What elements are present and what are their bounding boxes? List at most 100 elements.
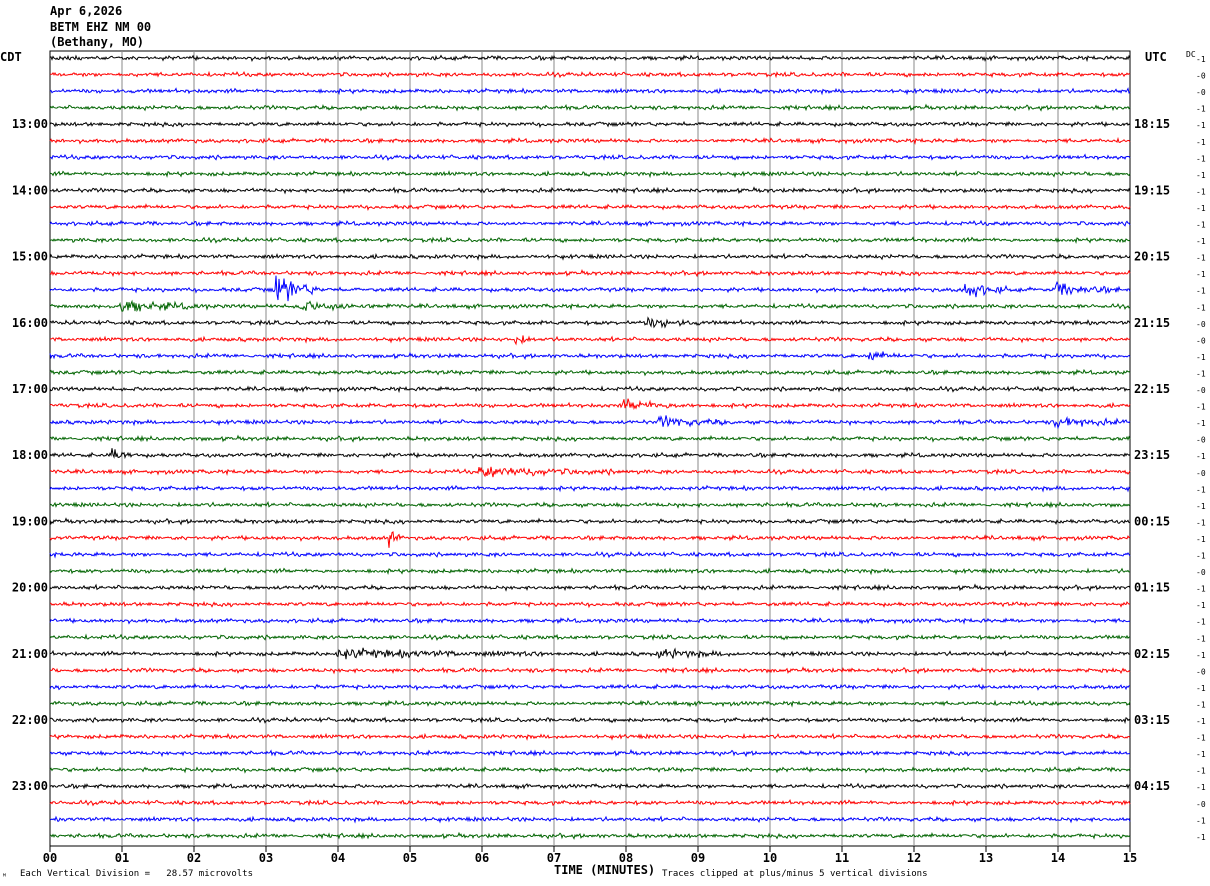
utc-hour-label: 19:15 — [1134, 183, 1170, 197]
dc-offset-label: -1 — [1196, 55, 1206, 64]
seismic-trace — [49, 350, 1131, 361]
dc-offset-label: -1 — [1196, 585, 1206, 594]
seismic-trace — [49, 170, 1131, 179]
dc-offset-label: -0 — [1196, 800, 1206, 809]
seismic-trace — [49, 203, 1131, 212]
x-tick-label: 05 — [403, 851, 417, 865]
seismic-trace — [49, 531, 1131, 548]
seismic-trace — [49, 54, 1131, 63]
seismic-trace — [49, 748, 1130, 758]
dc-offset-label: -1 — [1196, 154, 1206, 163]
dc-offset-label: -1 — [1196, 419, 1206, 428]
x-tick-label: 14 — [1051, 851, 1065, 865]
utc-hour-label: 20:15 — [1134, 250, 1170, 264]
x-tick-label: 08 — [619, 851, 633, 865]
clip-note: Traces clipped at plus/minus 5 vertical … — [662, 869, 928, 879]
seismic-trace — [49, 782, 1131, 791]
dc-offset-label: -1 — [1196, 353, 1206, 362]
x-tick-label: 15 — [1123, 851, 1137, 865]
seismic-trace — [50, 335, 1131, 346]
dc-offset-label: -1 — [1196, 303, 1206, 312]
dc-offset-label: -1 — [1196, 204, 1206, 213]
x-tick-label: 02 — [187, 851, 201, 865]
dc-offset-label: -1 — [1196, 783, 1206, 792]
utc-hour-label: 01:15 — [1134, 581, 1170, 595]
x-tick-label: 09 — [691, 851, 705, 865]
dc-offset-label: -0 — [1196, 72, 1206, 81]
cdt-hour-label: 14:00 — [12, 183, 48, 197]
seismic-trace — [49, 103, 1131, 112]
cdt-hour-labels: 13:00 14:00 15:00 16:00 17:00 18:00 19:00 20:00… — [12, 117, 48, 793]
seismic-trace — [49, 550, 1131, 559]
seismic-trace — [49, 153, 1131, 162]
dc-offset-label: -1 — [1196, 237, 1206, 246]
seismic-trace — [49, 484, 1131, 493]
dc-offset-label: -1 — [1196, 270, 1206, 279]
seismic-trace — [49, 398, 1131, 411]
helicorder-station: BETM EHZ NM 00 — [50, 20, 152, 34]
utc-hour-label: 00:15 — [1134, 514, 1170, 528]
dc-offset-label: -1 — [1196, 734, 1206, 743]
dc-offset-label: -1 — [1196, 287, 1206, 296]
dc-offset-labels: -1 -0 -0 -1 -1 -1 -1 -1 -1 -1 -1 -1 -1 -1 -1 -1 -0 -0 -1 -1… — [1196, 55, 1206, 842]
seismic-trace — [49, 732, 1131, 741]
cdt-hour-label: 20:00 — [12, 581, 48, 595]
dc-offset-label: -1 — [1196, 403, 1206, 412]
seismic-trace — [49, 517, 1131, 526]
x-tick-label: 01 — [115, 851, 129, 865]
seismic-trace — [49, 70, 1131, 79]
dc-offset-label: -1 — [1196, 684, 1206, 693]
dc-offset-label: -0 — [1196, 320, 1206, 329]
dc-offset-label: -1 — [1196, 634, 1206, 643]
dc-offset-label: -0 — [1196, 436, 1206, 445]
dc-offset-label: -0 — [1196, 568, 1206, 577]
dc-offset-label: -1 — [1196, 750, 1206, 759]
dc-offset-label: -1 — [1196, 138, 1206, 147]
dc-offset-label: -1 — [1196, 502, 1206, 511]
dc-offset-label: -1 — [1196, 221, 1206, 230]
trace-group — [49, 54, 1131, 840]
seismic-trace — [49, 186, 1131, 195]
utc-label: UTC — [1145, 50, 1167, 64]
seismic-trace — [49, 219, 1131, 228]
dc-label: DC — [1186, 50, 1196, 59]
utc-hour-labels: 18:15 19:15 20:15 21:15 22:15 23:15 00:15 01:15… — [1134, 117, 1170, 793]
seismic-trace — [49, 434, 1131, 443]
dc-offset-label: -1 — [1196, 601, 1206, 610]
dc-offset-label: -1 — [1196, 651, 1206, 660]
seismic-trace — [49, 415, 1131, 430]
seismic-trace — [49, 583, 1131, 592]
scale-note: Each Vertical Division = 28.57 microvolt… — [20, 869, 253, 879]
seismic-trace — [49, 385, 1131, 394]
x-tick-label: 10 — [763, 851, 777, 865]
seismic-trace — [49, 798, 1131, 807]
cdt-hour-label: 13:00 — [12, 117, 48, 131]
cdt-hour-label: 22:00 — [12, 713, 48, 727]
utc-hour-label: 02:15 — [1134, 647, 1170, 661]
x-tick-label: 12 — [907, 851, 921, 865]
dc-offset-label: -1 — [1196, 816, 1206, 825]
dc-offset-label: -1 — [1196, 535, 1206, 544]
helicorder-date: Apr 6,2026 — [50, 4, 123, 18]
dc-offset-label: -1 — [1196, 485, 1206, 494]
seismic-trace — [49, 815, 1131, 824]
seismic-trace — [49, 567, 1131, 576]
seismic-trace — [49, 269, 1131, 278]
utc-hour-label: 04:15 — [1134, 779, 1170, 793]
seismic-trace — [49, 617, 1131, 625]
x-axis-title: TIME (MINUTES) — [554, 863, 655, 877]
dc-offset-label: -1 — [1196, 700, 1206, 709]
seismic-trace — [49, 136, 1131, 145]
seismic-trace — [49, 448, 1131, 460]
dc-offset-label: -0 — [1196, 336, 1206, 345]
plot-frame — [49, 50, 1131, 847]
x-tick-label: 04 — [331, 851, 345, 865]
corner-mark: ᴹ — [2, 872, 7, 881]
seismic-trace — [49, 647, 1131, 660]
seismic-trace — [49, 236, 1131, 245]
seismic-trace — [49, 120, 1131, 129]
dc-offset-label: -1 — [1196, 187, 1206, 196]
seismic-trace — [49, 316, 1131, 329]
seismic-trace — [49, 716, 1131, 725]
